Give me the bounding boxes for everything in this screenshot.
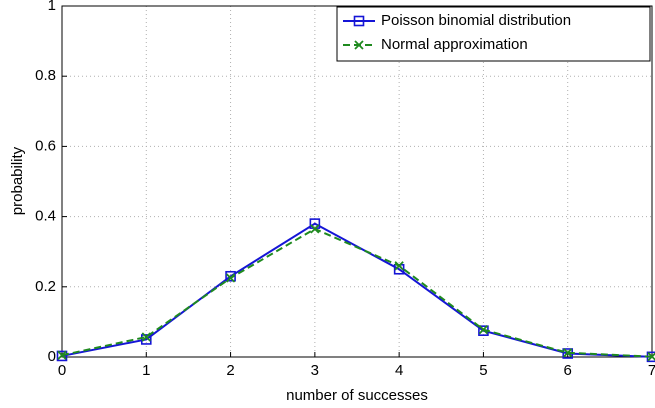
x-tick-label: 7 [648,362,655,379]
legend-label: Normal approximation [381,36,528,53]
y-tick-label: 0.8 [35,67,56,84]
marker [140,334,152,345]
y-tick-label: 0.6 [35,137,56,154]
x-tick-label: 2 [226,362,234,379]
series-line [61,227,653,358]
legend-marker [353,15,365,27]
x-tick-label: 6 [564,362,572,379]
marker [394,261,404,271]
plot-frame [61,5,653,358]
legend-marker [354,40,364,50]
x-tick-label: 0 [58,362,66,379]
marker [141,332,151,342]
legend: Poisson binomial distribution Normal appr… [336,6,651,62]
marker [225,273,236,283]
y-axis-label: probability [9,146,26,215]
x-tick-label: 1 [142,362,150,379]
y-tick-label: 0 [48,348,56,365]
marker [57,350,67,360]
marker [563,348,573,358]
plot-area [62,6,652,357]
legend-label: Poisson binomial distribution [381,12,571,29]
y-tick-label: 1 [48,0,56,14]
x-tick-label: 4 [395,362,403,379]
x-tick-label: 5 [479,362,487,379]
x-tick-label: 3 [311,362,319,379]
marker [478,324,489,335]
marker [56,350,68,362]
y-tick-label: 0.2 [35,278,56,295]
y-tick-label: 0.4 [35,208,56,225]
marker [310,224,320,234]
x-axis-label: number of successes [286,387,428,404]
legend-box [336,6,651,62]
